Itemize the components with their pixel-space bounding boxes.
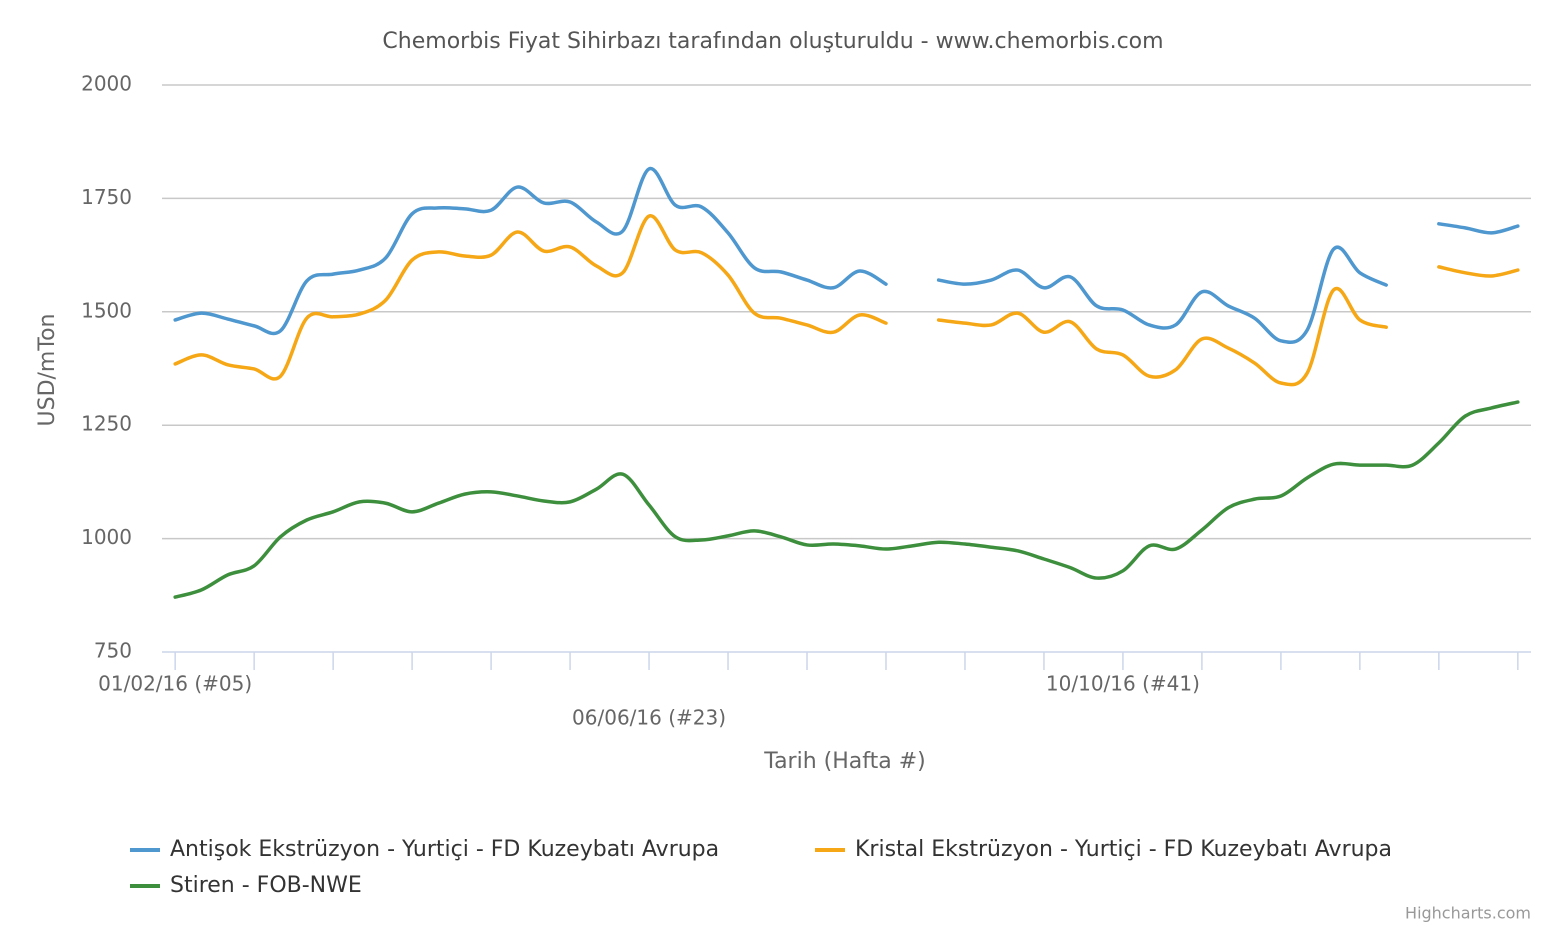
y-tick-label: 1500 <box>81 298 132 322</box>
series-line <box>173 167 1520 345</box>
x-tick-label: 10/10/16 (#41) <box>1046 672 1200 696</box>
x-tick-label: 01/02/16 (#05) <box>98 672 252 696</box>
y-tick-label: 2000 <box>81 72 132 96</box>
legend-label: Antişok Ekstrüzyon - Yurtiçi - FD Kuzeyb… <box>170 837 719 862</box>
y-tick-label: 750 <box>94 639 132 663</box>
chart-title: Chemorbis Fiyat Sihirbazı tarafından olu… <box>382 29 1163 54</box>
legend-label: Kristal Ekstrüzyon - Yurtiçi - FD Kuzeyb… <box>855 837 1392 862</box>
credits: Highcharts.com <box>1405 904 1531 923</box>
y-tick-label: 1250 <box>81 412 132 436</box>
series-line <box>173 214 1520 387</box>
y-tick-label: 1750 <box>81 185 132 209</box>
legend-label: Stiren - FOB-NWE <box>170 873 362 898</box>
y-tick-label: 1000 <box>81 525 132 549</box>
series-line <box>173 400 1520 599</box>
y-axis-title: USD/mTon <box>35 314 60 427</box>
x-tick-label: 06/06/16 (#23) <box>572 706 726 730</box>
x-axis-title: Tarih (Hafta #) <box>763 749 925 774</box>
